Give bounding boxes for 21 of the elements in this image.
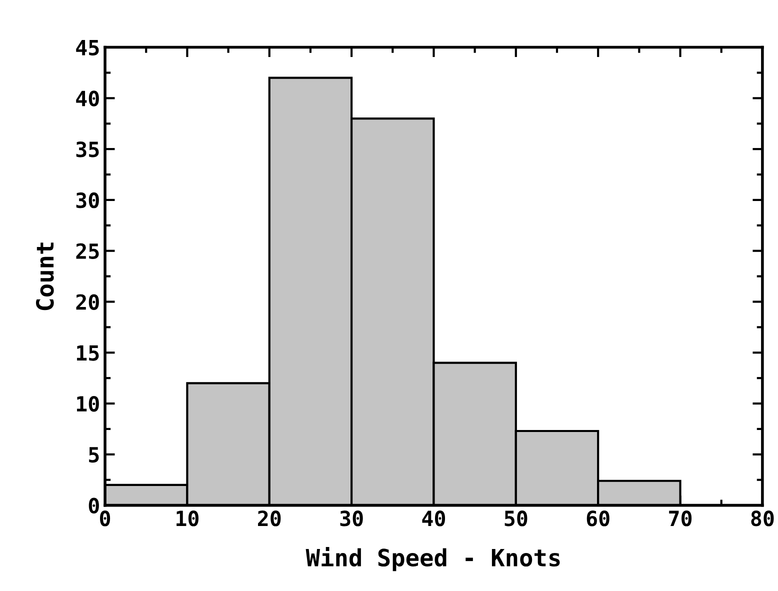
y-tick-label: 30 [76,192,99,208]
y-tick-label: 0 [88,498,99,514]
x-tick-label: 80 [751,510,774,526]
x-tick-label: 10 [176,510,198,526]
x-tick-label: 70 [669,510,692,526]
y-tick-label: 35 [76,142,99,158]
y-tick-label: 45 [76,40,99,56]
x-tick-label: 20 [258,510,281,526]
y-tick-label: 20 [76,294,99,310]
y-tick-label: 25 [76,243,99,260]
x-axis-title: Wind Speed - Knots [306,546,560,572]
y-tick-label: 10 [77,396,99,412]
y-axis-title: Count [36,242,54,310]
x-tick-label: 50 [504,510,528,526]
x-tick-label: 40 [422,510,446,526]
x-tick-label: 0 [100,510,110,526]
y-tick-label: 40 [76,90,99,106]
x-tick-label: 60 [586,510,610,526]
y-tick-label: 15 [77,345,99,361]
x-tick-label: 30 [340,510,363,526]
y-tick-label: 5 [89,447,99,463]
